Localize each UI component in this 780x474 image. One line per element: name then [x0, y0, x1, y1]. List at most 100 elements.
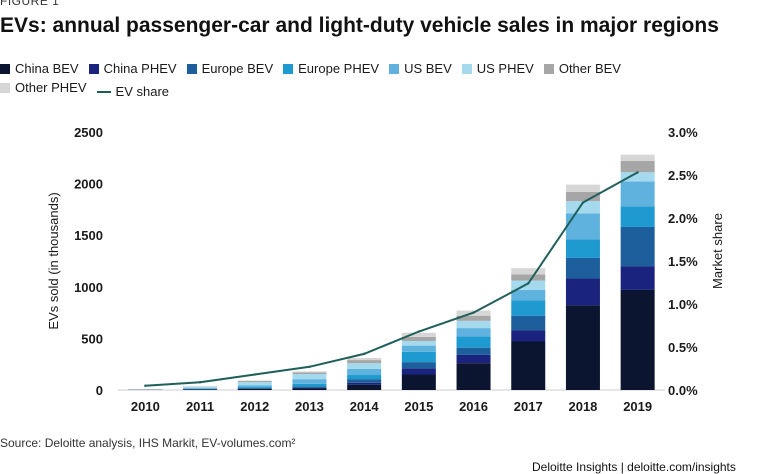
bar-segment [402, 352, 436, 362]
y2-tick-label: 2.0% [668, 211, 698, 226]
x-tick-label: 2013 [295, 399, 324, 414]
legend-item: Other BEV [544, 60, 621, 78]
bar-segment [402, 375, 436, 390]
bar-segment [183, 387, 217, 388]
bar-segment [621, 155, 655, 161]
bar-segment [238, 387, 272, 388]
y-axis-title: EVs sold (in thousands) [46, 192, 61, 329]
legend-swatch [0, 83, 10, 93]
y-tick-label: 2000 [74, 177, 103, 192]
legend-item: US PHEV [462, 60, 534, 78]
bar-segment [511, 330, 545, 341]
x-tick-label: 2014 [350, 399, 380, 414]
bar-segment [621, 266, 655, 290]
bar-segment [347, 375, 381, 379]
ev-share-point [582, 201, 584, 203]
bar-segment [238, 381, 272, 382]
ev-share-point [636, 171, 638, 173]
bar-segment [347, 360, 381, 363]
ev-share-point [472, 311, 474, 313]
bar-segment [292, 388, 326, 390]
bar-segment [566, 279, 600, 306]
legend-item: Europe PHEV [283, 60, 379, 78]
ev-share-point [527, 282, 529, 284]
bar-segment [511, 341, 545, 390]
bar-segment [347, 385, 381, 390]
legend-swatch [89, 64, 99, 74]
legend-swatch [187, 64, 197, 74]
figure-label: FIGURE 1 [0, 0, 59, 8]
bar-segment [511, 274, 545, 280]
legend-label: Other PHEV [15, 79, 87, 97]
legend-label: US BEV [404, 60, 452, 78]
legend-swatch [283, 64, 293, 74]
y-tick-label: 0 [96, 383, 103, 398]
stacked-bar-chart: EVs sold (in thousands) Market share 0 50… [0, 110, 780, 430]
bar-segment [238, 389, 272, 390]
ev-share-line [145, 172, 637, 385]
bar-segment [183, 389, 217, 390]
bar-segment [347, 363, 381, 369]
y2-tick-label: 1.0% [668, 297, 698, 312]
bar-segment [566, 239, 600, 258]
ev-share-point [308, 366, 310, 368]
bar-segment [347, 369, 381, 375]
bar-segment [511, 268, 545, 274]
y2-tick-label: 0.5% [668, 340, 698, 355]
bar-segment [511, 290, 545, 300]
chart-title: EVs: annual passenger-car and light-duty… [0, 14, 719, 38]
bar-segment [566, 214, 600, 240]
x-tick-label: 2019 [623, 399, 652, 414]
bar-segment [402, 368, 436, 374]
bar-segment [511, 316, 545, 330]
x-tick-label: 2015 [404, 399, 433, 414]
legend-label: Europe PHEV [298, 60, 379, 78]
bar-segment [402, 341, 436, 346]
bar-segment [566, 305, 600, 390]
legend-swatch [0, 64, 10, 74]
bar-segment [457, 321, 491, 328]
bar-segment [566, 258, 600, 279]
bar-segment [457, 363, 491, 390]
bar-segment [292, 388, 326, 389]
legend-item: Other PHEV [0, 79, 87, 97]
bar-segment [457, 348, 491, 355]
x-tick-label: 2016 [459, 399, 488, 414]
footer-credit: Deloitte Insights | deloitte.com/insight… [532, 460, 736, 474]
ev-share-point [144, 385, 146, 387]
ev-share-point [363, 353, 365, 355]
legend-swatch [462, 64, 472, 74]
y2-tick-label: 2.5% [668, 168, 698, 183]
bar-segment [183, 388, 217, 389]
x-tick-label: 2011 [186, 399, 214, 414]
bar-segment [347, 379, 381, 383]
bar-segment [621, 290, 655, 390]
legend-item: China BEV [0, 60, 79, 78]
x-tick-label: 2010 [131, 399, 160, 414]
y-tick-label: 2500 [74, 125, 103, 140]
ev-share-point [254, 373, 256, 375]
legend-label: EV share [116, 83, 169, 101]
y2-tick-label: 1.5% [668, 254, 698, 269]
ev-share-point [418, 330, 420, 332]
bar-segment [292, 372, 326, 374]
bar-segment [402, 337, 436, 341]
bar-segment [292, 371, 326, 372]
y2-axis-title: Market share [710, 213, 725, 289]
legend-label: Other BEV [559, 60, 621, 78]
bar-segment [238, 385, 272, 387]
y2-tick-label: 3.0% [668, 125, 698, 140]
legend-label: China BEV [15, 60, 79, 78]
bar-segment [621, 182, 655, 207]
y-tick-label: 500 [81, 331, 103, 346]
legend-swatch [544, 64, 554, 74]
bar-segment [292, 379, 326, 384]
bar-segment [402, 346, 436, 352]
legend-line-swatch [97, 91, 111, 93]
x-tick-label: 2017 [514, 399, 543, 414]
bar-segment [238, 381, 272, 382]
bar-segment [457, 336, 491, 347]
legend-label: China PHEV [104, 60, 177, 78]
legend-swatch [389, 64, 399, 74]
